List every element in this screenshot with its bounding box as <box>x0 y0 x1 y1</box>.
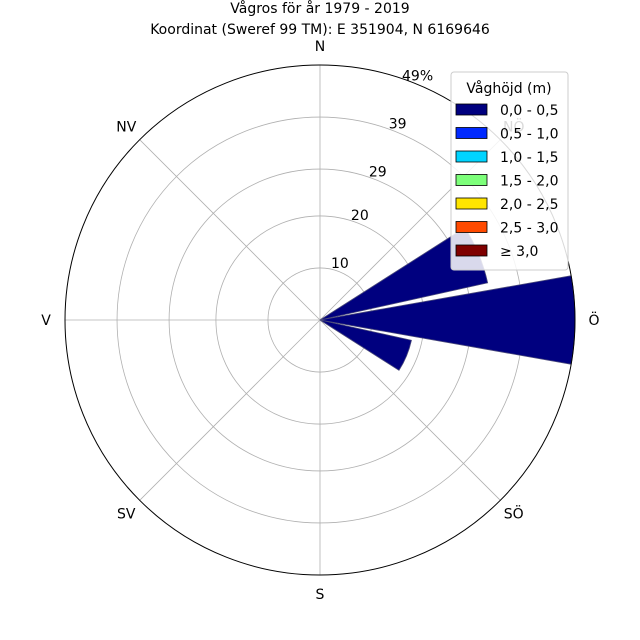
radial-tick-label: 10 <box>331 256 349 272</box>
legend-frame <box>450 71 569 271</box>
legend-label: 1,0 - 1,5 <box>500 150 558 166</box>
direction-label: SV <box>117 507 136 523</box>
direction-label: NV <box>116 119 136 135</box>
direction-label: V <box>41 313 51 329</box>
direction-label: N <box>315 39 325 55</box>
radial-tick-label: 29 <box>369 165 387 181</box>
legend-label: 0,0 - 0,5 <box>500 103 558 119</box>
legend-swatch <box>455 150 488 163</box>
legend-label: 1,5 - 2,0 <box>500 174 558 190</box>
legend-swatch <box>455 103 488 116</box>
legend-swatch <box>455 174 488 186</box>
direction-label: Ö <box>588 311 599 329</box>
chart-subtitle: Koordinat (Sweref 99 TM): E 351904, N 61… <box>150 22 490 38</box>
legend-swatch <box>455 244 488 257</box>
legend-label: 0,5 - 1,0 <box>500 127 558 143</box>
radial-tick-label: 39 <box>389 116 407 132</box>
legend-items: 0,0 - 0,5 0,5 - 1,0 1,0 - 1,5 1,5 - 2,0 2,0 … <box>455 103 558 260</box>
rose-bar <box>319 319 412 371</box>
legend-swatch <box>455 197 488 210</box>
legend-label: 2,5 - 3,0 <box>500 221 558 237</box>
grid-spoke <box>139 139 321 321</box>
grid-spoke <box>139 319 321 501</box>
polar-frame <box>64 64 576 576</box>
direction-label: S <box>316 587 325 603</box>
legend-swatch <box>455 221 488 233</box>
chart-title: Vågros för år 1979 - 2019 <box>230 0 409 17</box>
grid-spoke <box>319 319 501 501</box>
legend: Våghöjd (m) 0,0 - 0,5 0,5 - 1,0 1,0 - 1,5 1… <box>450 71 569 271</box>
radial-tick-labels: 10 20 29 39 49% <box>331 68 433 272</box>
legend-title: Våghöjd (m) <box>466 80 551 97</box>
legend-swatch <box>455 127 488 139</box>
legend-label: 2,0 - 2,5 <box>500 197 558 213</box>
radial-tick-label: 49% <box>402 68 433 84</box>
radial-tick-label: 20 <box>351 208 369 224</box>
direction-label: SÖ <box>504 505 524 523</box>
legend-label: ≥ 3,0 <box>500 244 538 260</box>
